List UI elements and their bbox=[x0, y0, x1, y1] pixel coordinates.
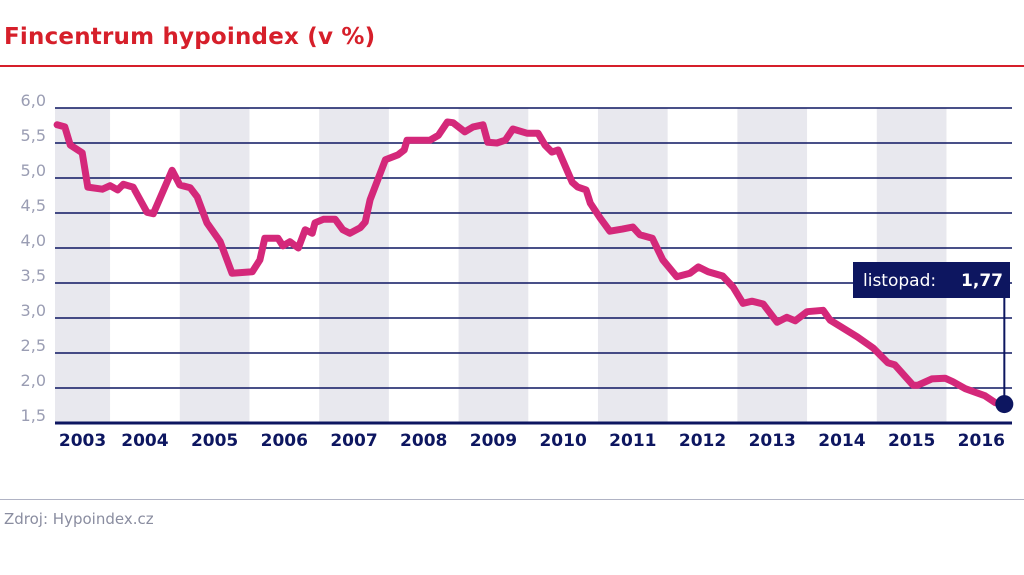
x-tick-label: 2015 bbox=[888, 431, 935, 451]
chart-title: Fincentrum hypoindex (v %) bbox=[4, 24, 376, 50]
y-tick-label: 5,0 bbox=[21, 161, 46, 180]
x-tick-label: 2014 bbox=[818, 431, 865, 451]
hypoindex-line bbox=[53, 118, 1008, 408]
x-tick-label: 2006 bbox=[261, 431, 308, 451]
x-tick-label: 2012 bbox=[679, 431, 726, 451]
source-note: Zdroj: Hypoindex.cz bbox=[4, 510, 154, 528]
y-tick-label: 2,0 bbox=[21, 371, 46, 390]
y-tick-label: 2,5 bbox=[21, 336, 46, 355]
y-tick-label: 5,5 bbox=[21, 126, 46, 145]
y-tick-label: 3,0 bbox=[21, 301, 46, 320]
footer-divider bbox=[0, 499, 1024, 500]
line-chart: 1,5 2,0 2,5 3,0 3,5 4,0 4,5 5,0 5,5 6,0 2003 2004 2… bbox=[21, 91, 1014, 451]
x-tick-label: 2008 bbox=[400, 431, 447, 451]
year-band bbox=[458, 108, 529, 423]
x-tick-label: 2003 bbox=[59, 431, 106, 451]
annotation-label: listopad: bbox=[863, 271, 936, 291]
annotation-value: 1,77 bbox=[961, 271, 1003, 291]
x-tick-label: 2004 bbox=[121, 431, 168, 451]
x-tick-label: 2007 bbox=[330, 431, 377, 451]
year-band bbox=[179, 108, 250, 423]
x-tick-label: 2009 bbox=[470, 431, 517, 451]
year-band bbox=[319, 108, 389, 423]
y-tick-label: 6,0 bbox=[21, 91, 46, 110]
annotation-box bbox=[853, 262, 1010, 298]
y-tick-label: 4,0 bbox=[21, 231, 46, 250]
title-divider bbox=[0, 65, 1024, 67]
x-tick-label: 2011 bbox=[609, 431, 656, 451]
x-tick-label: 2013 bbox=[749, 431, 796, 451]
y-tick-label: 4,5 bbox=[21, 196, 46, 215]
y-tick-label: 1,5 bbox=[21, 406, 46, 425]
x-tick-label: 2016 bbox=[958, 431, 1005, 451]
last-point-marker bbox=[995, 395, 1014, 414]
year-band bbox=[737, 108, 808, 423]
x-tick-label: 2010 bbox=[539, 431, 586, 451]
y-tick-label: 3,5 bbox=[21, 266, 46, 285]
x-tick-label: 2005 bbox=[191, 431, 238, 451]
year-band bbox=[597, 108, 668, 423]
